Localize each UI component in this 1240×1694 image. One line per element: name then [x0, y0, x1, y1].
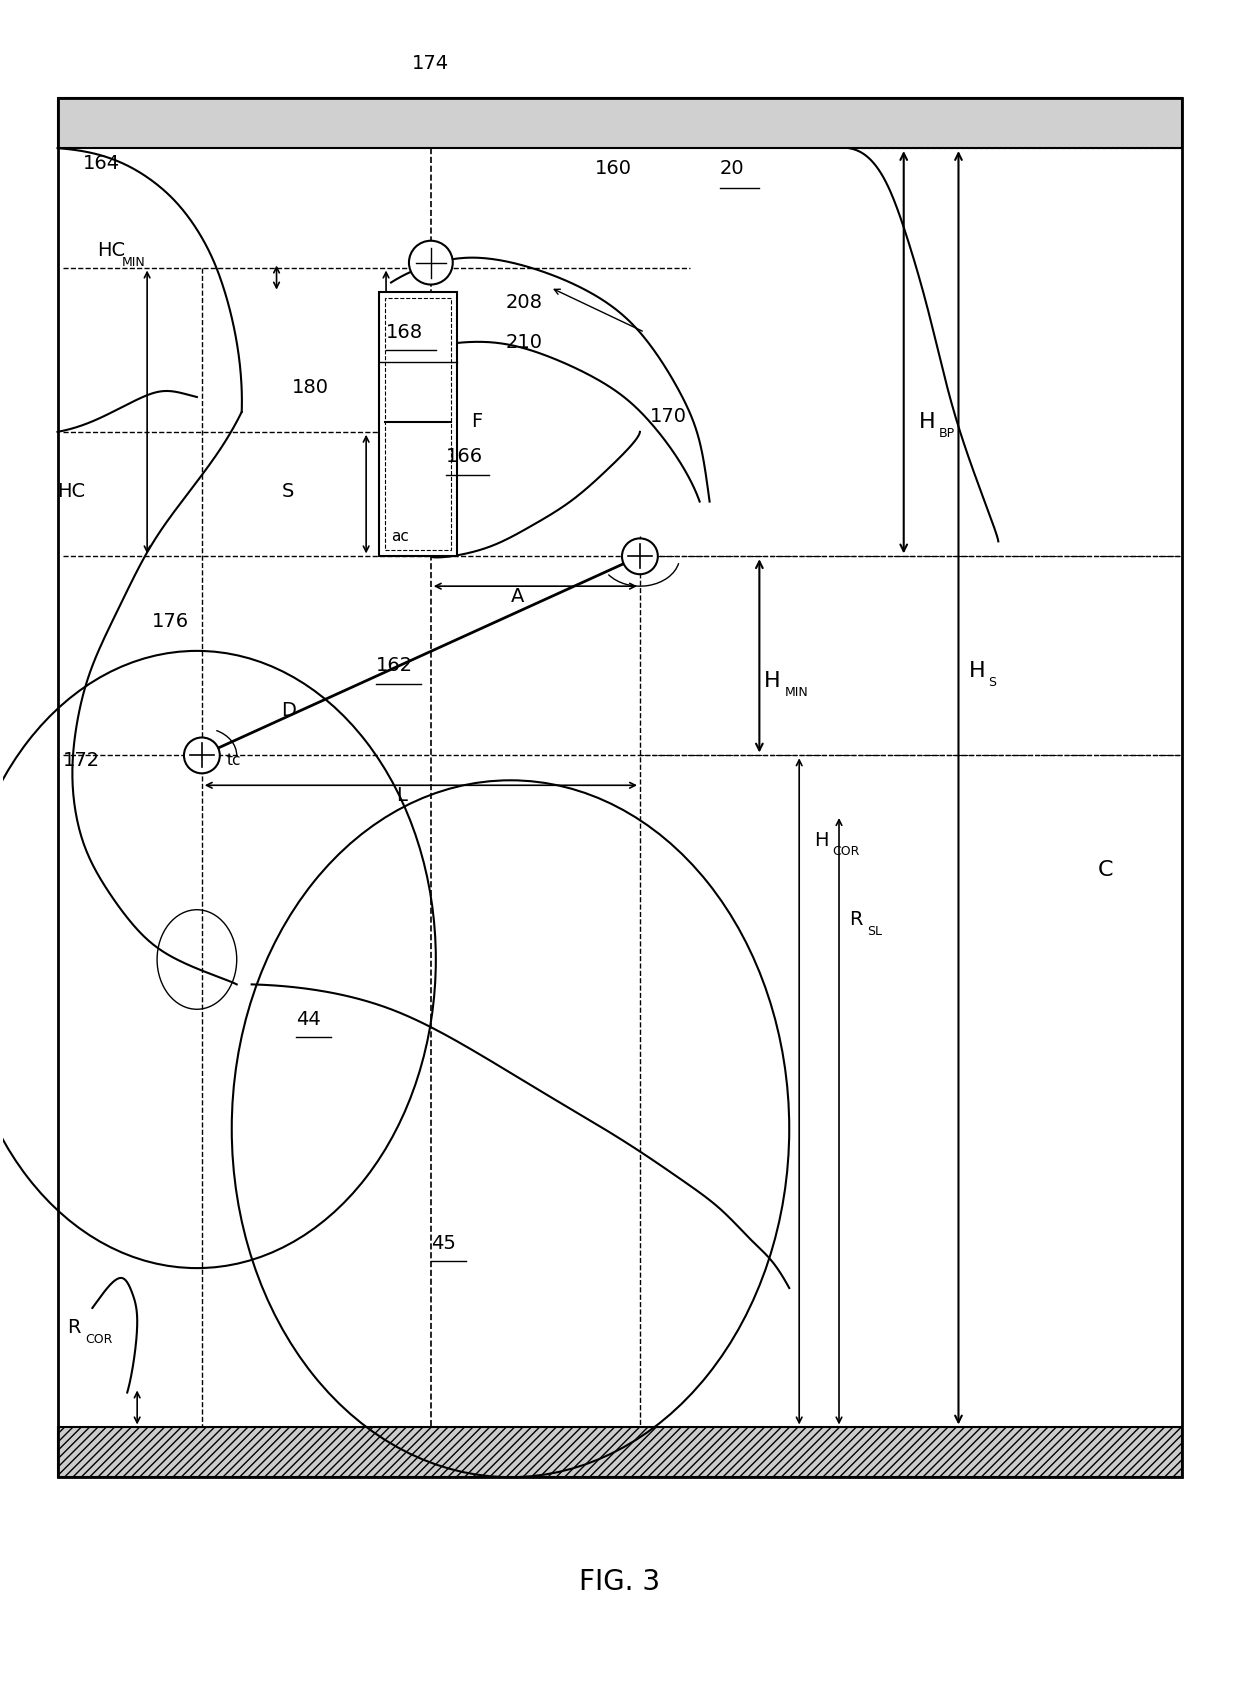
- Text: A: A: [511, 586, 523, 606]
- Text: H: H: [919, 412, 935, 432]
- Text: L: L: [396, 786, 407, 805]
- Text: 164: 164: [82, 154, 119, 173]
- Text: 20: 20: [719, 159, 744, 178]
- Text: S: S: [988, 676, 997, 689]
- Text: COR: COR: [86, 1333, 113, 1347]
- Text: 180: 180: [291, 378, 329, 396]
- Text: 174: 174: [412, 54, 449, 73]
- Text: COR: COR: [832, 845, 859, 859]
- Text: 210: 210: [506, 332, 543, 352]
- Text: MIN: MIN: [123, 256, 146, 269]
- Text: tc: tc: [227, 752, 242, 767]
- Text: 162: 162: [376, 656, 413, 676]
- Text: FIG. 3: FIG. 3: [579, 1567, 661, 1596]
- Text: MIN: MIN: [784, 686, 808, 700]
- Text: C: C: [1097, 861, 1114, 879]
- Text: 208: 208: [506, 293, 543, 312]
- Text: 44: 44: [296, 1010, 321, 1028]
- Text: H: H: [815, 830, 828, 849]
- Text: ac: ac: [391, 529, 409, 544]
- Circle shape: [184, 737, 219, 774]
- Text: H: H: [968, 661, 985, 681]
- Bar: [57, 1428, 1183, 1477]
- Text: HC: HC: [98, 241, 125, 261]
- Text: BP: BP: [939, 427, 955, 440]
- Bar: [57, 98, 1183, 1477]
- Bar: [379, 293, 456, 556]
- Circle shape: [409, 241, 453, 285]
- Text: HC: HC: [57, 483, 86, 501]
- Text: S: S: [281, 483, 294, 501]
- Text: 172: 172: [62, 750, 99, 769]
- Circle shape: [622, 539, 658, 574]
- Text: 168: 168: [386, 324, 423, 342]
- Text: 45: 45: [430, 1233, 456, 1254]
- Text: 160: 160: [595, 159, 632, 178]
- Text: 170: 170: [650, 408, 687, 427]
- Text: H: H: [764, 671, 781, 691]
- Text: 176: 176: [153, 612, 190, 630]
- Bar: [57, 98, 1183, 147]
- Text: F: F: [471, 412, 482, 432]
- Text: D: D: [281, 701, 296, 720]
- Text: 166: 166: [446, 447, 482, 466]
- Text: R: R: [67, 1318, 81, 1337]
- Bar: [386, 298, 451, 551]
- Text: R: R: [849, 910, 863, 930]
- Text: SL: SL: [867, 925, 882, 938]
